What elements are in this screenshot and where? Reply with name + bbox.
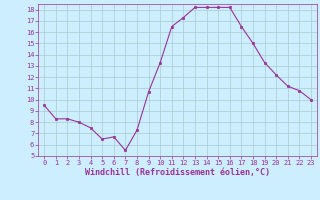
X-axis label: Windchill (Refroidissement éolien,°C): Windchill (Refroidissement éolien,°C) [85,168,270,177]
